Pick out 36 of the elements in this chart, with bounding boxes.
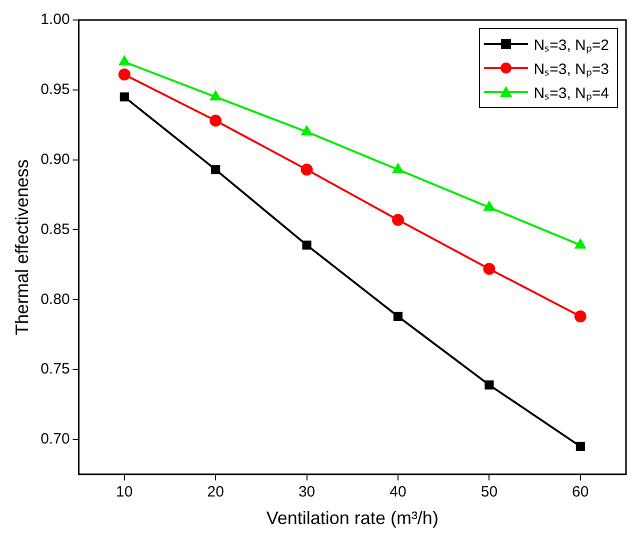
- legend-label: Nₛ=3, Nₚ=3: [534, 60, 609, 78]
- x-tick-label: 60: [572, 484, 589, 501]
- point: [210, 90, 221, 100]
- point: [483, 262, 496, 275]
- point: [120, 92, 129, 102]
- point: [211, 165, 220, 174]
- y-tick-label: 0.85: [40, 220, 70, 238]
- y-tick-label: 0.75: [40, 360, 70, 378]
- point: [392, 214, 404, 226]
- legend-label: Nₛ=3, Nₚ=4: [534, 84, 609, 102]
- y-axis-title: Thermal effectiveness: [12, 159, 32, 336]
- y-tick-label: 0.95: [40, 81, 70, 98]
- point: [210, 114, 222, 127]
- point: [484, 380, 494, 390]
- x-tick-label: 40: [390, 484, 406, 501]
- point: [300, 164, 313, 176]
- point: [119, 56, 130, 66]
- y-tick-label: 0.90: [40, 150, 70, 168]
- legend-label: Nₛ=3, Nₚ=2: [534, 36, 609, 54]
- x-tick-label: 20: [207, 484, 224, 501]
- point: [392, 164, 404, 174]
- y-tick-label: 1.00: [40, 11, 70, 28]
- x-tick-label: 30: [298, 484, 316, 501]
- point: [393, 312, 403, 321]
- y-tick-label: 0.70: [40, 430, 70, 448]
- point: [301, 126, 312, 136]
- point: [484, 201, 495, 211]
- point: [574, 310, 586, 322]
- point: [575, 239, 586, 249]
- x-tick-label: 10: [116, 484, 133, 501]
- point: [118, 68, 130, 81]
- x-axis-title: Ventilation rate (m³/h): [266, 508, 438, 528]
- y-tick-label: 0.80: [40, 290, 70, 308]
- x-tick-label: 50: [480, 484, 498, 501]
- point: [302, 240, 312, 250]
- point: [576, 442, 585, 451]
